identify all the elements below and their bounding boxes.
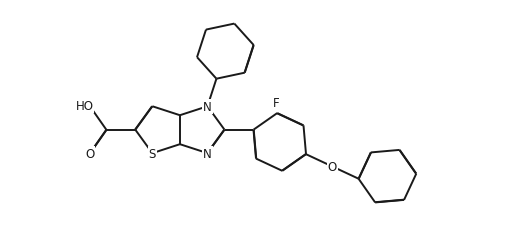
Text: N: N bbox=[203, 147, 212, 160]
Text: F: F bbox=[273, 97, 279, 110]
Text: HO: HO bbox=[75, 100, 93, 113]
Text: O: O bbox=[85, 147, 94, 160]
Text: O: O bbox=[327, 160, 336, 173]
Text: S: S bbox=[148, 147, 156, 160]
Text: N: N bbox=[203, 100, 212, 113]
